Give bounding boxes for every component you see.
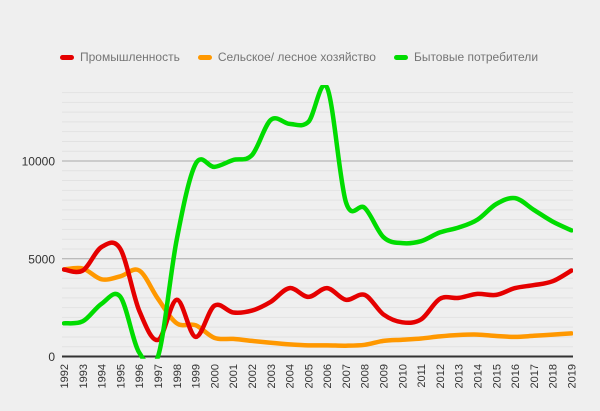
series-group xyxy=(62,85,573,366)
x-axis-tick-label: 1997 xyxy=(153,364,165,388)
y-axis-tick-label: 5000 xyxy=(28,252,55,266)
legend-swatch-agriculture xyxy=(197,54,212,60)
x-axis-tick-label: 2017 xyxy=(529,364,541,388)
y-axis-tick-label: 0 xyxy=(48,350,55,364)
chart-legend: Промышленность Сельское/ лесное хозяйств… xyxy=(60,50,538,64)
x-axis-tick-label: 2013 xyxy=(454,364,466,388)
x-axis-tick-label: 2009 xyxy=(379,364,391,388)
x-axis-tick-label: 2004 xyxy=(285,364,297,388)
series-line-agriculture[interactable] xyxy=(62,265,573,348)
x-axis-tick-label: 1998 xyxy=(172,364,184,388)
series-line-industry[interactable] xyxy=(62,240,573,343)
legend-label-industry: Промышленность xyxy=(80,50,180,64)
y-axis-tick-label: 10000 xyxy=(22,155,56,169)
x-axis-tick-label: 1993 xyxy=(78,364,90,388)
x-axis-tick-label: 1999 xyxy=(191,364,203,388)
x-axis-tick-label: 2014 xyxy=(473,364,485,388)
x-axis-tick-label: 2010 xyxy=(397,364,409,388)
series-line-households[interactable] xyxy=(62,85,573,366)
x-axis-tick-label: 1992 xyxy=(59,364,71,388)
x-axis-tick-label: 2006 xyxy=(322,364,334,388)
x-axis-tick-label: 1994 xyxy=(97,364,109,388)
x-axis-tick-label: 2011 xyxy=(416,364,428,388)
x-axis-tick-label: 2019 xyxy=(567,364,579,388)
x-axis-tick-label: 2002 xyxy=(247,364,259,388)
legend-item-households[interactable]: Бытовые потребители xyxy=(393,50,539,64)
x-axis-tick-label: 1996 xyxy=(134,364,146,388)
x-axis-tick-label: 2008 xyxy=(360,364,372,388)
legend-label-households: Бытовые потребители xyxy=(413,50,539,64)
legend-swatch-households xyxy=(393,54,408,60)
legend-label-agriculture: Сельское/ лесное хозяйство xyxy=(217,50,376,64)
x-axis-tick-label: 1995 xyxy=(115,364,127,388)
x-axis-tick-label: 2007 xyxy=(341,364,353,388)
x-axis-tick-label: 2018 xyxy=(548,364,560,388)
legend-swatch-industry xyxy=(60,54,74,60)
x-axis-tick-label: 2003 xyxy=(266,364,278,388)
x-axis-tick-label: 2005 xyxy=(303,364,315,388)
x-axis-tick-label: 2012 xyxy=(435,364,447,388)
x-axis-tick-label: 2000 xyxy=(209,364,221,388)
x-axis-tick-label: 2001 xyxy=(228,364,240,388)
x-axis-tick-label: 2015 xyxy=(491,364,503,388)
legend-item-industry[interactable]: Промышленность xyxy=(60,50,180,64)
legend-item-agriculture[interactable]: Сельское/ лесное хозяйство xyxy=(197,50,376,64)
x-axis-tick-label: 2016 xyxy=(510,364,522,388)
